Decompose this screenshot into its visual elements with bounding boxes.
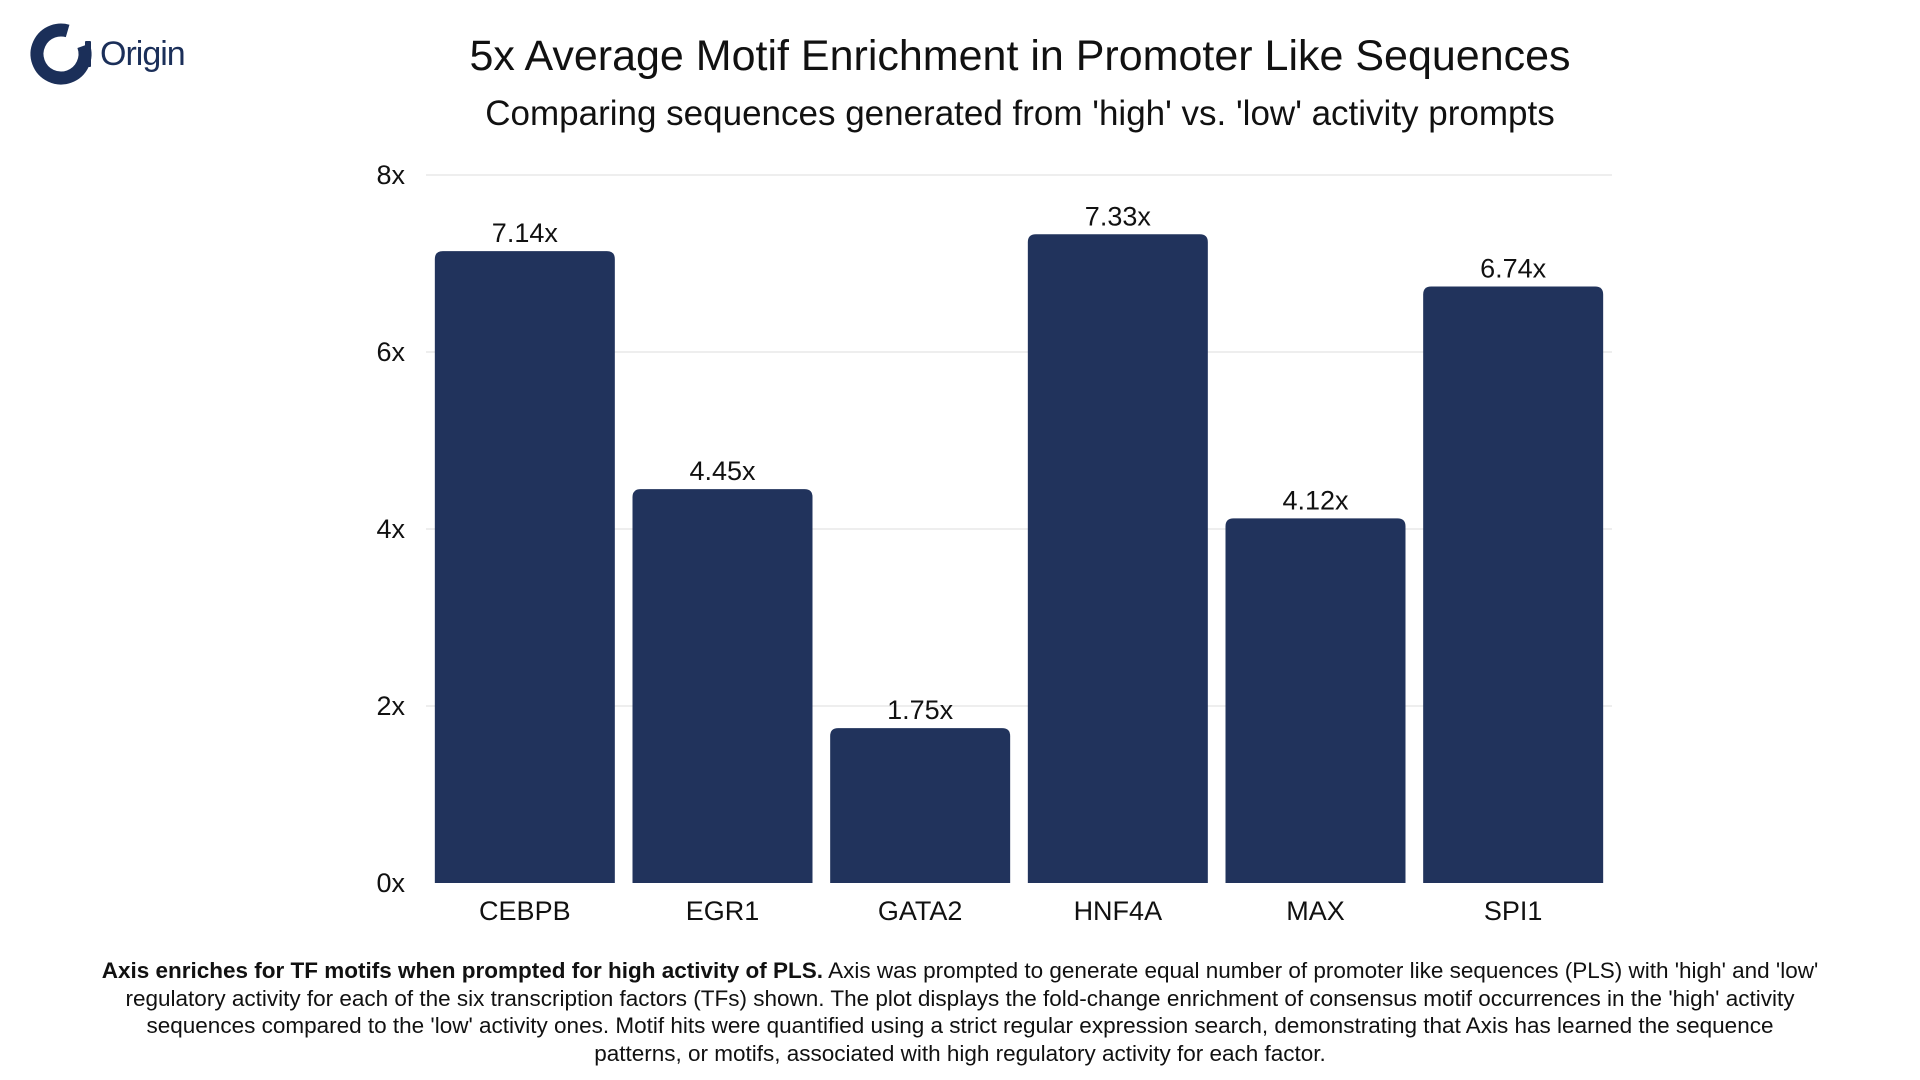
x-tick-label: EGR1 (686, 896, 760, 926)
bar-value-label: 7.33x (1085, 201, 1152, 231)
origin-logo-icon (30, 23, 92, 85)
bar-cebpb (434, 251, 615, 884)
x-tick-label: GATA2 (878, 896, 963, 926)
y-tick-label: 2x (376, 691, 405, 721)
chart-title: 5x Average Motif Enrichment in Promoter … (469, 32, 1571, 80)
y-tick-label: 8x (376, 160, 405, 190)
bar-value-label: 1.75x (887, 695, 954, 725)
bar-value-label: 6.74x (1480, 254, 1547, 284)
bar-max (1225, 518, 1406, 883)
bar-hnf4a (1027, 234, 1208, 884)
y-tick-label: 4x (376, 514, 405, 544)
caption-body: Axis was prompted to generate equal numb… (125, 958, 1819, 1066)
bar-value-label: 4.45x (689, 456, 756, 486)
bar-spi1 (1423, 286, 1604, 883)
logo-text: Origin (100, 34, 186, 73)
caption-lead: Axis enriches for TF motifs when prompte… (101, 958, 824, 983)
bar-value-label: 7.14x (492, 218, 559, 248)
x-tick-label: MAX (1286, 896, 1345, 926)
y-tick-label: 6x (376, 337, 405, 367)
bar-egr1 (632, 489, 813, 883)
chart-subtitle: Comparing sequences generated from 'high… (485, 94, 1555, 133)
x-tick-label: HNF4A (1074, 896, 1163, 926)
bar-chart: 0x 2x 4x 6x 8x 7.14x CEBPB 4.45x EGR1 1.75x GATA2 7… (376, 160, 1612, 926)
figure-caption: Axis enriches for TF motifs when prompte… (100, 957, 1820, 1067)
x-tick-label: SPI1 (1484, 896, 1543, 926)
origin-logo: Origin (26, 18, 186, 90)
y-tick-label: 0x (376, 868, 405, 898)
bar-gata2 (830, 728, 1011, 883)
x-tick-label: CEBPB (479, 896, 571, 926)
bar-value-label: 4.12x (1282, 485, 1349, 515)
